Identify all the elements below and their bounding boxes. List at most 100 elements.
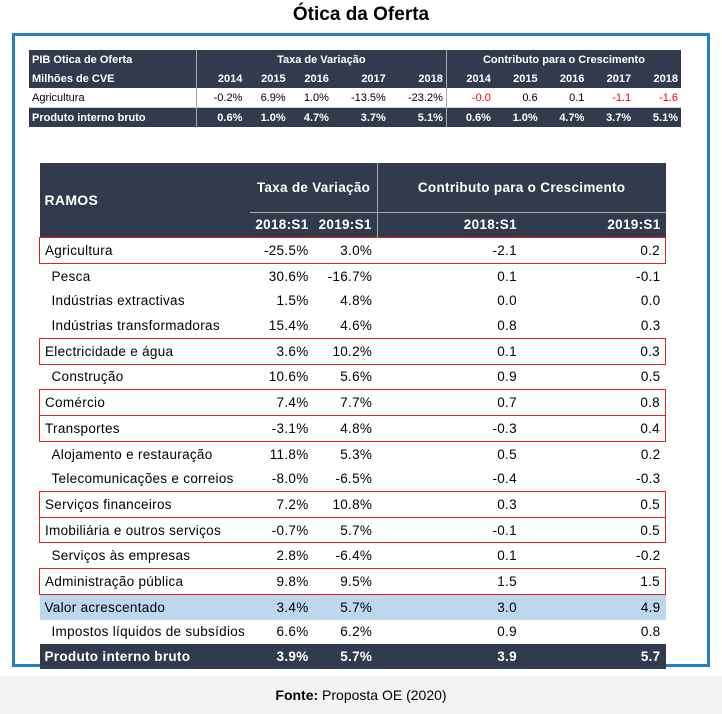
value-cell: 3.9% (250, 644, 314, 669)
value-cell: 0.3 (377, 491, 522, 518)
value-cell: -3.1% (250, 415, 314, 442)
value-cell: 0.3 (640, 318, 661, 334)
value-cell: 5.7% (313, 644, 378, 669)
table-row: Agricultura -25.5% 3.0% -2.1 0.2 (39, 237, 666, 264)
table-row: Serviços às empresas 2.8% -6.4% 0.1 -0.2 (40, 543, 666, 569)
value-cell: 1.5% (276, 293, 309, 309)
table-row: Indústrias transformadoras 15.4% 4.6% 0.8 0.… (40, 313, 666, 338)
source-footer: Fonte: Proposta OE (2020) (0, 676, 722, 714)
value-cell: 5.7 (521, 644, 666, 669)
taxa-cell: 4.7% (288, 107, 332, 127)
main-table: RAMOS Taxa de Variação Contributo para o… (39, 163, 666, 669)
group-contrib: Contributo para o Crescimento (445, 50, 681, 69)
contrib-cell: 0.1 (540, 88, 588, 108)
value-cell: 0.5 (640, 369, 661, 385)
year-header: 2015 (493, 69, 541, 88)
table-row: Construção 10.6% 5.6% 0.9 0.5 (40, 364, 666, 390)
row-label: Alojamento e restauração (51, 446, 213, 462)
value-cell: 7.4% (250, 389, 314, 416)
value-cell: -6.4% (335, 548, 373, 564)
value-cell: 10.6% (268, 369, 309, 385)
value-cell: 0.5 (521, 516, 666, 544)
group-contrib: Contributo para o Crescimento (377, 163, 666, 213)
value-cell: 6.2% (340, 624, 373, 640)
value-cell: -0.3 (636, 471, 661, 487)
value-cell: 3.4% (250, 594, 314, 620)
value-cell: 1.5 (377, 568, 522, 595)
value-cell: 4.8% (340, 293, 373, 309)
value-cell: 6.6% (276, 624, 309, 640)
period-header: 2019:S1 (313, 212, 378, 238)
value-cell: 0.9 (497, 624, 517, 640)
row-label: Transportes (39, 415, 251, 442)
value-cell: -6.5% (335, 471, 373, 487)
value-cell: 4.6% (340, 318, 373, 334)
row-label: Agricultura (39, 237, 251, 264)
year-header: 2016 (288, 69, 332, 88)
value-cell: -0.1 (636, 268, 661, 284)
value-cell: 4.8% (313, 415, 378, 442)
table-row: Serviços financeiros 7.2% 10.8% 0.3 0.5 (39, 491, 666, 518)
contrib-cell: 4.7% (540, 107, 588, 127)
row-label: Comércio (39, 389, 251, 416)
row-label: Serviços financeiros (39, 491, 251, 518)
value-cell: 1.5 (521, 568, 666, 595)
value-cell: 0.9 (497, 369, 517, 385)
value-cell: 0.7 (377, 389, 522, 416)
contrib-cell: -1.6 (634, 88, 681, 108)
group-taxa: Taxa de Variação (250, 163, 378, 213)
taxa-cell: 1.0% (245, 107, 289, 127)
value-cell: 0.8 (497, 318, 517, 334)
value-cell: -0.1 (377, 516, 522, 544)
value-cell: 5.7% (313, 594, 378, 620)
value-cell: 0.1 (497, 548, 517, 564)
value-cell: -8.0% (271, 471, 309, 487)
value-cell: 0.2 (521, 237, 666, 264)
row-label: Impostos líquidos de subsídios (51, 624, 246, 640)
taxa-cell: 6.9% (245, 88, 289, 108)
table-row: Administração pública 9.8% 9.5% 1.5 1.5 (39, 568, 666, 595)
value-cell: 0.8 (521, 389, 666, 416)
taxa-cell: -23.2% (388, 88, 447, 108)
top-table-title: PIB Otica de Oferta (29, 50, 197, 69)
value-cell: 5.7% (313, 516, 378, 544)
value-cell: 0.1 (497, 268, 517, 284)
value-cell: 0.3 (521, 337, 666, 365)
value-cell: 10.8% (313, 491, 378, 518)
contrib-cell: 0.6 (493, 88, 541, 108)
ramos-header: RAMOS (39, 163, 251, 238)
value-cell: -0.2 (636, 548, 661, 564)
contrib-cell: 3.7% (587, 107, 635, 127)
table-row: Impostos líquidos de subsídios 6.6% 6.2% 0.… (40, 620, 666, 645)
value-cell: 2.8% (276, 548, 309, 564)
contrib-cell: -1.1 (587, 88, 635, 108)
taxa-cell: 0.6% (195, 107, 246, 127)
table-row: Comércio 7.4% 7.7% 0.7 0.8 (39, 389, 666, 416)
row-label: Pesca (51, 268, 91, 284)
value-cell: 7.7% (313, 389, 378, 416)
contrib-cell: 5.1% (634, 107, 681, 127)
period-header: 2018:S1 (250, 212, 314, 238)
value-cell: -0.4 (492, 471, 517, 487)
row-label: Electricidade e água (39, 337, 251, 365)
source-label: Fonte: (275, 687, 319, 703)
year-header: 2017 (587, 69, 635, 88)
row-label: Imobiliária e outros serviços (39, 516, 251, 544)
period-header: 2019:S1 (521, 212, 666, 238)
taxa-cell: -13.5% (331, 88, 389, 108)
row-label: Produto interno bruto (29, 107, 197, 127)
table-row: Pesca 30.6% -16.7% 0.1 -0.1 (40, 263, 666, 288)
value-cell: -25.5% (250, 237, 314, 264)
year-header: 2014 (195, 69, 246, 88)
table-row: Telecomunicações e correios -8.0% -6.5% -0.… (40, 466, 666, 491)
value-cell: 0.8 (640, 624, 661, 640)
year-header: 2014 (445, 69, 494, 88)
value-cell: -16.7% (327, 268, 373, 284)
value-cell: 9.5% (313, 568, 378, 595)
contrib-cell: 1.0% (493, 107, 541, 127)
row-label: Serviços às empresas (51, 548, 191, 564)
value-cell: 5.6% (340, 369, 373, 385)
value-cell: 15.4% (268, 318, 309, 334)
row-label: Indústrias extractivas (51, 293, 185, 309)
value-cell: -2.1 (377, 237, 522, 264)
